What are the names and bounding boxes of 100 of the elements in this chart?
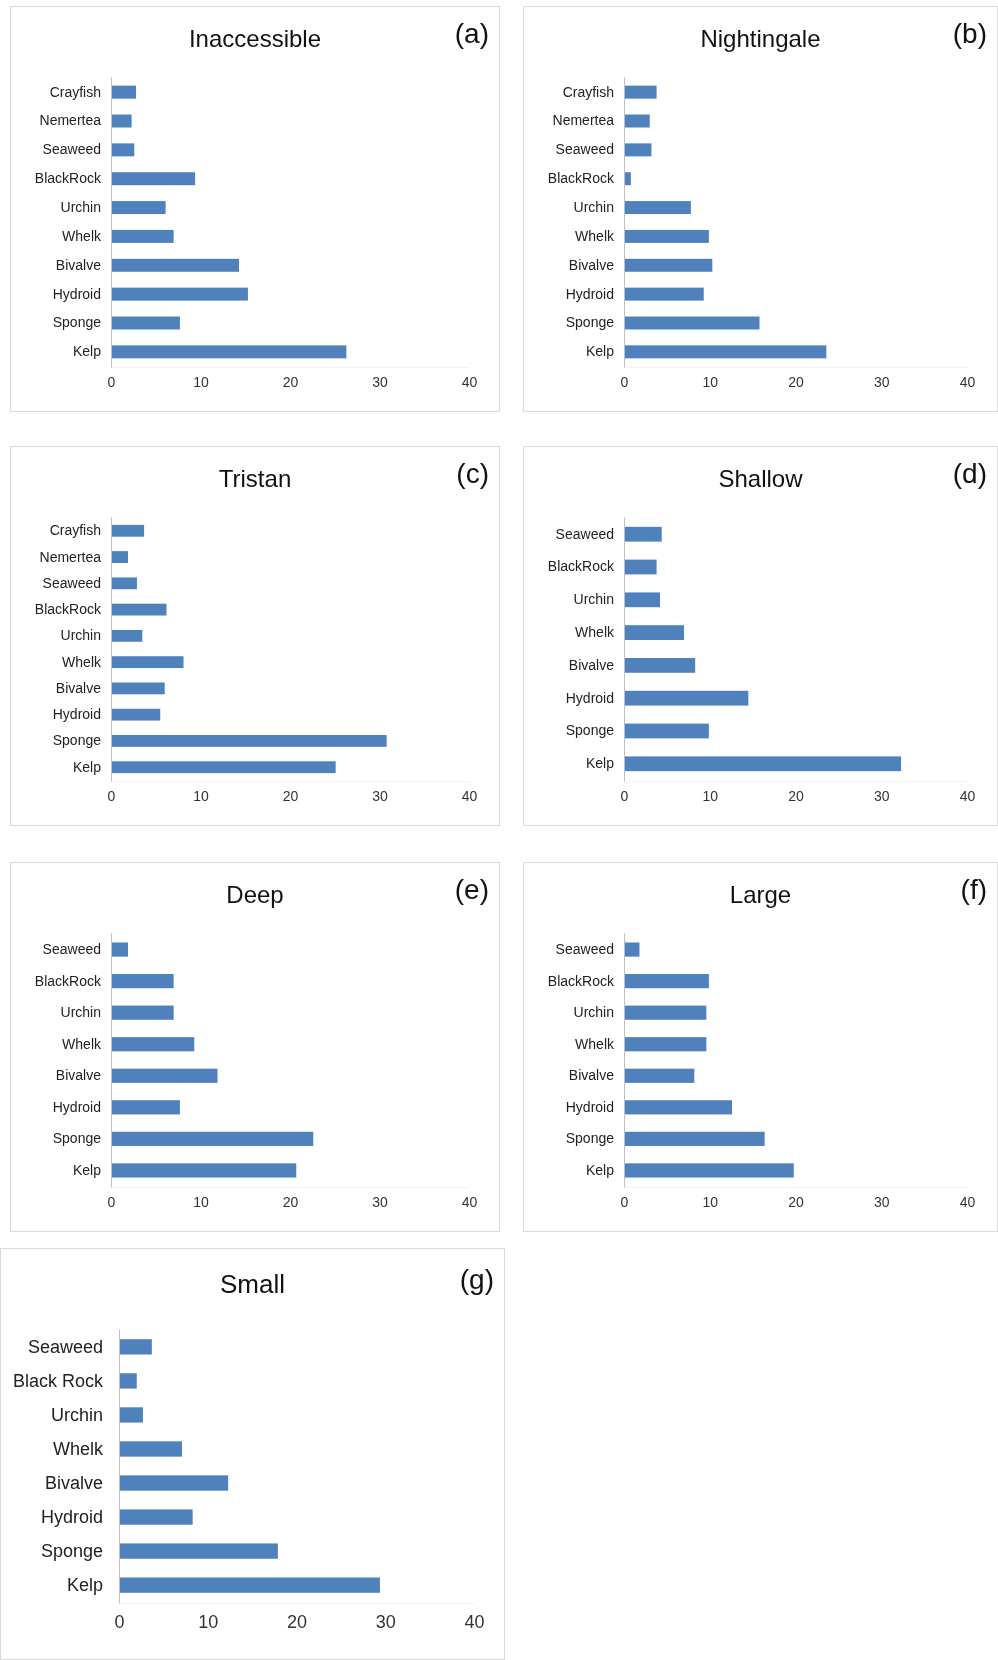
y-tick-label: Crayfish (49, 83, 101, 100)
bar (111, 143, 135, 157)
y-tick-label: Crayfish (562, 83, 614, 100)
bar (111, 629, 143, 642)
y-tick-label: Sponge (52, 732, 102, 749)
x-tick-label: 30 (372, 1193, 388, 1210)
bar (111, 735, 387, 747)
bar (624, 345, 827, 359)
x-tick-label: 40 (464, 1611, 485, 1632)
bar (111, 708, 161, 721)
x-tick-label: 20 (286, 1611, 308, 1632)
y-tick-label: Urchin (60, 627, 101, 644)
y-tick-label: Sponge (565, 722, 615, 739)
y-tick-label: Hydroid (565, 285, 614, 302)
x-tick-label: 40 (461, 1193, 478, 1210)
y-tick-label: Bivalve (55, 1067, 102, 1084)
bar (111, 1068, 218, 1083)
x-tick-label: 10 (198, 1611, 219, 1632)
x-tick-label: 0 (107, 1193, 116, 1210)
bar (624, 229, 709, 243)
y-tick-label: Urchin (60, 1004, 101, 1021)
bar (624, 287, 704, 301)
bar (111, 524, 145, 537)
y-tick-label: BlackRock (547, 972, 615, 989)
chart-title: Tristan (218, 465, 292, 492)
y-tick-label: BlackRock (34, 972, 102, 989)
bar (624, 316, 760, 330)
y-tick-label: Sponge (565, 314, 615, 331)
y-tick-label: Seaweed (42, 574, 101, 591)
x-tick-label: 10 (702, 1193, 719, 1210)
chart-title: Small (219, 1269, 286, 1299)
y-tick-label: Whelk (575, 227, 615, 244)
bar (111, 1163, 297, 1178)
bar (111, 577, 137, 590)
x-tick-label: 40 (461, 373, 478, 390)
x-tick-label: 20 (788, 373, 804, 390)
x-tick-label: 10 (193, 373, 209, 390)
bar (119, 1339, 152, 1355)
y-tick-label: Kelp (72, 758, 102, 775)
y-tick-label: Nemertea (39, 112, 102, 129)
y-tick-label: BlackRock (34, 170, 102, 187)
text: (f) (960, 874, 987, 905)
chart-title: Large (729, 881, 792, 908)
chart-title: Nightingale (700, 25, 821, 52)
y-tick-label: Sponge (565, 1130, 615, 1147)
bar (111, 345, 347, 359)
bar (119, 1475, 229, 1491)
y-tick-label: Hydroid (565, 689, 614, 706)
y-tick-label: BlackRock (547, 170, 615, 187)
y-tick-label: Bivalve (55, 256, 102, 273)
bar (111, 258, 239, 272)
y-tick-label: Bivalve (568, 1067, 615, 1084)
chart-title: Shallow (718, 465, 804, 492)
bar (624, 143, 652, 157)
bar (624, 723, 709, 739)
bar (111, 1005, 174, 1020)
y-tick-label: Bivalve (44, 1472, 103, 1493)
bar (111, 761, 336, 774)
y-tick-label: Urchin (60, 199, 101, 216)
x-tick-label: 10 (193, 787, 209, 804)
y-tick-label: Urchin (573, 1004, 614, 1021)
bar (111, 656, 184, 669)
y-tick-label: Black Rock (12, 1370, 104, 1391)
bar (119, 1373, 137, 1389)
bar (624, 1005, 707, 1020)
y-tick-label: Sponge (52, 314, 102, 331)
y-tick-label: Urchin (573, 591, 614, 608)
x-tick-label: 10 (193, 1193, 209, 1210)
y-tick-label: Bivalve (568, 656, 615, 673)
x-tick-label: 30 (873, 787, 890, 804)
bar (111, 201, 166, 215)
bar (111, 942, 129, 957)
y-tick-label: Hydroid (565, 1098, 614, 1115)
y-tick-label: Whelk (62, 1035, 102, 1052)
bar (111, 172, 196, 186)
y-tick-label: Whelk (52, 1438, 104, 1459)
x-tick-label: 20 (282, 787, 299, 804)
bar (624, 690, 749, 706)
x-tick-label: 0 (107, 787, 116, 804)
x-tick-label: 30 (372, 787, 388, 804)
y-tick-label: Whelk (62, 653, 102, 670)
y-tick-label: BlackRock (547, 558, 615, 575)
y-tick-label: Seaweed (42, 141, 101, 158)
y-tick-label: Sponge (40, 1540, 103, 1561)
y-tick-label: Whelk (575, 1035, 615, 1052)
y-tick-label: Hydroid (52, 1098, 101, 1115)
bar (111, 316, 180, 330)
bar (111, 974, 174, 989)
chart-title: Deep (226, 881, 284, 908)
y-tick-label: Seaweed (555, 525, 614, 542)
y-tick-label: Kelp (585, 343, 615, 360)
text: (g) (459, 1264, 494, 1295)
y-tick-label: Kelp (585, 755, 615, 772)
x-tick-label: 40 (959, 1193, 976, 1210)
y-tick-label: Whelk (575, 624, 615, 641)
bar (111, 85, 137, 99)
bar (624, 1068, 695, 1083)
bar (624, 1100, 733, 1115)
x-tick-label: 20 (788, 1193, 804, 1210)
x-tick-label: 10 (702, 373, 719, 390)
